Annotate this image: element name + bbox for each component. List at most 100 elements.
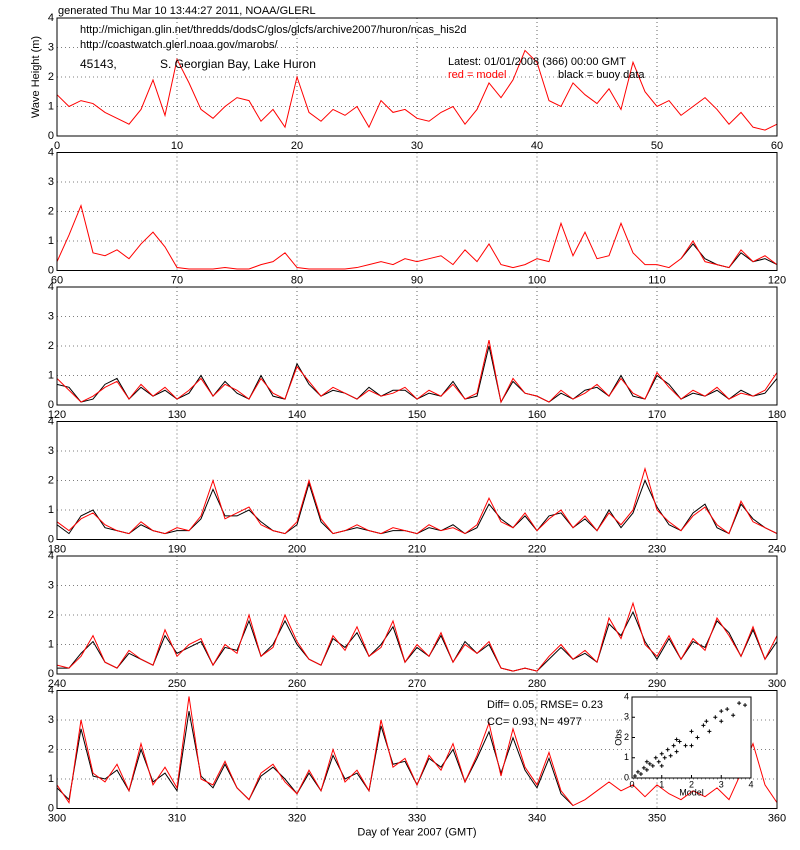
y-tick-label: 4 xyxy=(48,281,54,293)
y-tick-label: 0 xyxy=(48,668,54,680)
y-tick-label: 2 xyxy=(48,71,54,83)
x-tick-label: 90 xyxy=(411,274,423,286)
scatter-point xyxy=(653,755,658,760)
y-tick-label: 1 xyxy=(48,773,54,785)
x-tick-label: 70 xyxy=(171,274,183,286)
x-tick-label: 20 xyxy=(291,140,303,152)
station-location: S. Georgian Bay, Lake Huron xyxy=(160,57,316,71)
scatter-point xyxy=(731,713,736,718)
series-line xyxy=(57,610,778,672)
x-tick-label: 160 xyxy=(528,409,546,421)
y-tick-label: 1 xyxy=(48,235,54,247)
series-line xyxy=(56,466,778,535)
series-line xyxy=(56,339,778,404)
scatter-point xyxy=(632,773,637,778)
x-tick-label: 360 xyxy=(768,812,786,824)
inset-frame xyxy=(631,696,752,779)
scatter-point xyxy=(668,753,673,758)
scatter-point xyxy=(638,771,643,776)
series-line xyxy=(56,601,778,672)
scatter-point xyxy=(644,767,649,772)
x-tick-label: 120 xyxy=(768,274,786,286)
x-tick-label: 140 xyxy=(288,409,306,421)
x-tick-label: 120 xyxy=(48,409,66,421)
y-axis-title: Wave Height (m) xyxy=(30,36,42,118)
x-tick-label: 320 xyxy=(288,812,306,824)
scatter-point xyxy=(704,719,709,724)
y-tick-label: 0 xyxy=(48,264,54,276)
scatter-point xyxy=(671,743,676,748)
y-tick-label: 0 xyxy=(624,772,629,782)
series-line xyxy=(56,696,778,807)
x-tick-label: 40 xyxy=(531,140,543,152)
x-tick-label: 60 xyxy=(771,140,783,152)
scatter-point xyxy=(695,735,700,740)
y-tick-label: 2 xyxy=(48,205,54,217)
y-tick-label: 2 xyxy=(624,732,629,742)
x-tick-label: 300 xyxy=(768,678,786,690)
x-tick-label: 350 xyxy=(648,812,666,824)
scatter-point xyxy=(719,709,724,714)
scatter-point xyxy=(656,759,661,764)
y-tick-label: 4 xyxy=(48,415,54,427)
scatter-point xyxy=(725,707,730,712)
y-tick-label: 3 xyxy=(48,176,54,188)
scatter-point xyxy=(665,747,670,752)
x-tick-label: 200 xyxy=(288,543,306,555)
plot-frame xyxy=(56,17,778,137)
stats-cc: CC= 0.93, N= 4977 xyxy=(487,716,582,728)
y-tick-label: 1 xyxy=(624,752,629,762)
x-tick-label: 60 xyxy=(51,274,63,286)
y-tick-label: 0 xyxy=(48,533,54,545)
series-line xyxy=(56,711,574,806)
x-tick-label: 180 xyxy=(768,409,786,421)
x-tick-label: 340 xyxy=(528,812,546,824)
plot-frame xyxy=(56,555,778,675)
y-tick-label: 3 xyxy=(48,310,54,322)
x-tick-label: 30 xyxy=(411,140,423,152)
x-tick-label: 130 xyxy=(168,409,186,421)
y-tick-label: 2 xyxy=(48,609,54,621)
scatter-point xyxy=(719,719,724,724)
source-url: http://michigan.glin.net/thredds/dodsC/g… xyxy=(80,24,466,36)
latest-time: Latest: 01/01/2008 (366) 00:00 GMT xyxy=(448,56,626,68)
y-tick-label: 3 xyxy=(48,714,54,726)
x-tick-label: 310 xyxy=(168,812,186,824)
y-tick-label: 1 xyxy=(48,100,54,112)
x-tick-label: 0 xyxy=(54,140,60,152)
inset-y-title: Obs xyxy=(613,729,623,746)
y-tick-label: 4 xyxy=(624,691,629,701)
x-tick-label: 80 xyxy=(291,274,303,286)
y-tick-label: 1 xyxy=(48,504,54,516)
y-tick-label: 4 xyxy=(48,146,54,158)
x-tick-label: 1 xyxy=(659,779,664,789)
x-tick-label: 230 xyxy=(648,543,666,555)
y-tick-label: 3 xyxy=(48,579,54,591)
inset-x-title: Model xyxy=(679,787,704,797)
y-tick-label: 2 xyxy=(48,743,54,755)
scatter-point xyxy=(707,729,712,734)
y-tick-label: 0 xyxy=(48,802,54,814)
y-tick-label: 1 xyxy=(48,369,54,381)
x-tick-label: 50 xyxy=(651,140,663,152)
scatter-point xyxy=(701,723,706,728)
x-tick-label: 10 xyxy=(171,140,183,152)
legend-buoy: black = buoy data xyxy=(558,69,645,81)
y-tick-label: 4 xyxy=(48,550,54,562)
scatter-point xyxy=(677,739,682,744)
x-tick-label: 100 xyxy=(528,274,546,286)
scatter-point xyxy=(644,759,649,764)
series-line xyxy=(56,204,778,270)
x-tick-label: 220 xyxy=(528,543,546,555)
x-tick-label: 150 xyxy=(408,409,426,421)
scatter-point xyxy=(737,701,742,706)
scatter-point xyxy=(689,729,694,734)
x-tick-label: 3 xyxy=(719,779,724,789)
x-tick-label: 4 xyxy=(748,779,753,789)
x-tick-label: 290 xyxy=(648,678,666,690)
scatter-point xyxy=(659,751,664,756)
legend-model: red = model xyxy=(448,69,506,81)
plot-frame xyxy=(56,421,778,540)
inset-area xyxy=(632,697,751,778)
